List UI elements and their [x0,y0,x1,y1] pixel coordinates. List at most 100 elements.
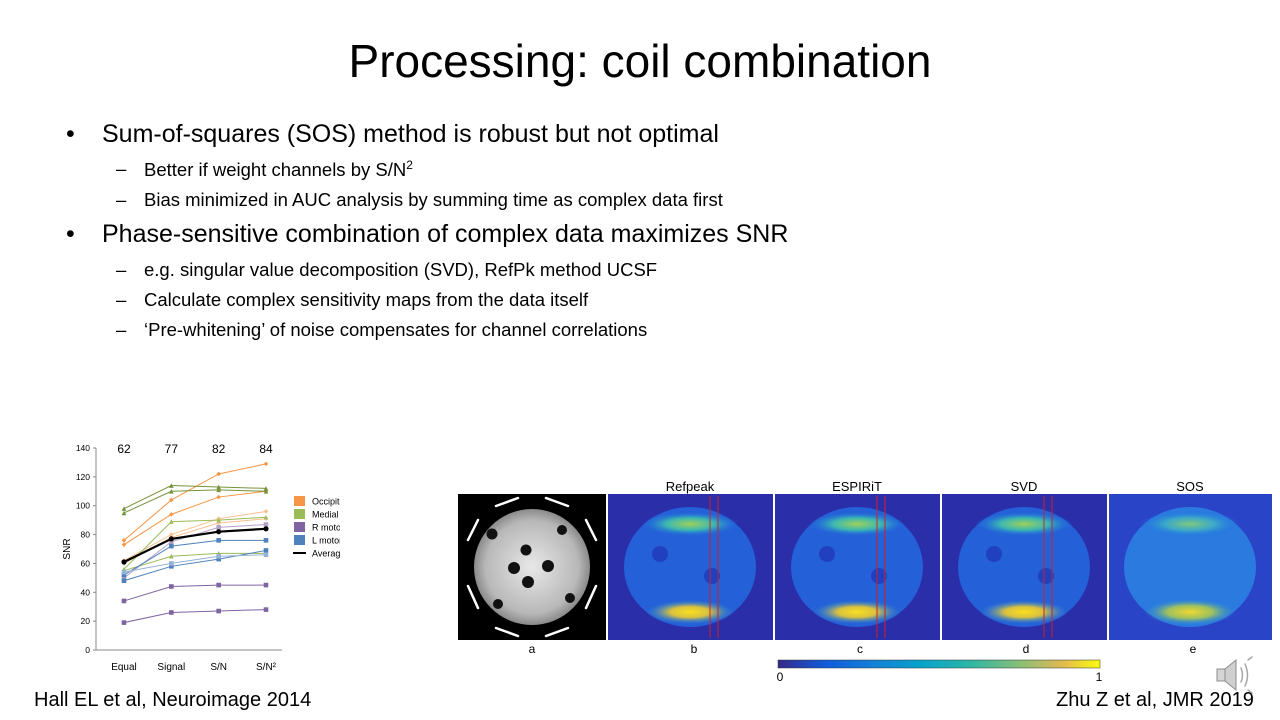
dash-marker: – [116,289,127,310]
series-line [123,552,266,572]
series-line [123,510,267,561]
data-point [216,553,221,559]
panel-header-refpeak: Refpeak [666,479,715,494]
superscript: 2 [406,158,413,172]
legend-label: Average [312,549,340,559]
reference-right: Zhu Z et al, JMR 2019 [1056,689,1254,711]
data-point [169,483,174,488]
panel-label-c: c [857,642,863,656]
series-line [123,549,267,582]
data-point [121,506,127,511]
legend-label: Medial Frontal [312,510,340,520]
data-point [216,556,221,562]
series-line [123,489,267,514]
data-point [169,519,174,524]
data-point [121,572,127,578]
data-point [121,542,127,547]
y-tick-label: 80 [81,530,91,540]
x-tick-label: S/N [210,662,227,673]
average-top-label: 77 [165,442,179,456]
series-line [123,490,267,546]
data-point [169,610,174,615]
data-point [263,461,269,467]
average-top-label: 82 [212,442,226,456]
espirit-map [775,494,940,640]
data-point [216,582,221,588]
data-point [263,548,269,553]
data-point [263,514,269,520]
data-point [263,486,269,491]
series-line [123,554,267,573]
bullet-marker: • [66,220,75,248]
data-point [216,525,221,530]
sub-bullet-2-2-text: Calculate complex sensitivity maps from … [144,289,589,310]
bullet-2-text: Phase-sensitive combination of complex d… [102,220,789,248]
series-line [123,584,266,602]
panel-label-e: e [1190,642,1197,656]
phantom-image [458,494,606,640]
sub-bullet-1-1-text: Better if weight channels by S/N [144,159,407,181]
speaker-icon[interactable] [1214,656,1258,694]
legend-swatch [294,535,305,545]
data-point [216,494,221,500]
data-point [216,487,221,493]
sub-bullet-2-1-text: e.g. singular value decomposition (SVD),… [144,259,658,280]
data-point [121,538,127,543]
legend-label: Occipital [312,497,340,507]
data-point [263,488,269,494]
legend-label: L motor [312,536,340,546]
data-point [263,552,269,558]
data-point [169,539,174,545]
data-point [168,536,174,542]
dash-marker: – [116,259,127,280]
data-point [216,538,221,543]
series-line [123,516,267,570]
y-axis-label: SNR [62,538,73,559]
data-point [216,517,221,523]
sos-map [1109,494,1272,640]
series-line [123,463,267,541]
colorbar [777,659,1101,669]
snr-line-chart: 0 20 40 60 80 100 120 140 SNR Equal Signal S/N S/N² 6… [62,442,340,673]
legend-swatch [294,496,305,506]
series-line [123,527,267,563]
data-point [263,582,269,588]
legend-swatch [294,509,305,519]
data-point [121,598,127,604]
panel-label-d: d [1023,642,1030,656]
panel-header-sos: SOS [1176,479,1204,494]
data-point [263,522,269,527]
svd-map [942,494,1107,640]
data-point [169,512,174,517]
data-point [169,584,174,589]
colorbar-max-label: 1 [1096,670,1103,684]
legend-swatch [294,522,305,532]
data-point [216,471,221,477]
dash-marker: – [116,189,127,210]
data-point [169,561,174,566]
average-top-label: 84 [259,442,273,456]
series-line [123,609,267,624]
y-tick-label: 40 [81,587,91,597]
data-point [169,543,174,549]
legend-label: R motor [312,523,340,533]
data-point [169,564,174,569]
colorbar-min-label: 0 [777,670,784,684]
y-tick-label: 120 [76,472,90,482]
bullet-1-text: Sum-of-squares (SOS) method is robust bu… [102,120,719,148]
x-tick-label: S/N² [256,662,277,673]
data-point [216,529,222,535]
reference-left: Hall EL et al, Neuroimage 2014 [34,689,312,711]
data-point [121,575,127,581]
data-point [169,532,174,537]
data-point [121,569,127,575]
y-tick-label: 0 [85,645,90,655]
panel-label-b: b [691,642,698,656]
data-point [263,607,269,612]
data-point [216,608,221,614]
y-tick-label: 20 [81,616,91,626]
y-tick-label: 100 [76,501,90,511]
bullet-marker: • [66,120,75,148]
x-tick-label: Signal [157,662,185,673]
data-point [121,578,127,584]
